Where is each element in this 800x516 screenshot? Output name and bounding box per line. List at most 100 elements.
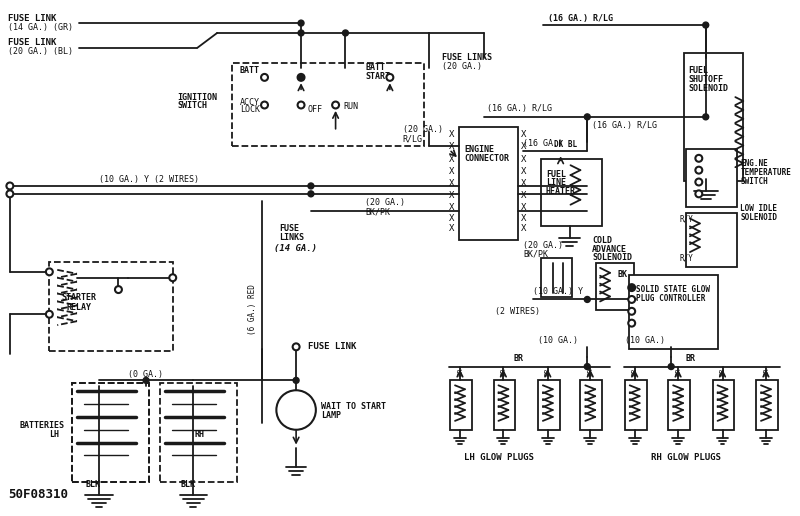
Text: LINKS: LINKS bbox=[279, 233, 304, 242]
Text: LOCK: LOCK bbox=[240, 105, 260, 115]
Text: X: X bbox=[521, 191, 526, 200]
Circle shape bbox=[628, 296, 635, 303]
Text: FUSE LINK: FUSE LINK bbox=[8, 38, 56, 47]
Bar bbox=[541, 159, 602, 227]
Text: RELAY: RELAY bbox=[66, 303, 91, 312]
Text: BLK: BLK bbox=[181, 479, 196, 489]
Text: LH: LH bbox=[50, 430, 59, 439]
Bar bbox=[625, 380, 646, 430]
Text: BR: BR bbox=[719, 367, 726, 376]
Text: SWITCH: SWITCH bbox=[178, 102, 208, 110]
Text: (10 GA.) Y (2 WIRES): (10 GA.) Y (2 WIRES) bbox=[98, 174, 198, 184]
Text: LINE: LINE bbox=[546, 179, 566, 187]
Circle shape bbox=[386, 74, 394, 81]
Circle shape bbox=[115, 286, 122, 293]
Text: (20 GA.) (BL): (20 GA.) (BL) bbox=[8, 47, 73, 56]
Text: R/Y: R/Y bbox=[679, 253, 693, 263]
Text: DK BL: DK BL bbox=[554, 140, 577, 149]
Bar bbox=[668, 380, 690, 430]
Text: BR: BR bbox=[587, 367, 594, 376]
Circle shape bbox=[6, 183, 14, 189]
Circle shape bbox=[298, 74, 305, 81]
Bar bbox=[596, 263, 634, 310]
Circle shape bbox=[702, 114, 709, 120]
Text: BK/PK: BK/PK bbox=[523, 250, 548, 259]
Text: (20 GA.): (20 GA.) bbox=[402, 125, 442, 134]
Text: SOLENOID: SOLENOID bbox=[592, 253, 632, 263]
Text: X: X bbox=[450, 167, 454, 175]
Circle shape bbox=[308, 183, 314, 189]
Text: (14 GA.) (GR): (14 GA.) (GR) bbox=[8, 23, 73, 31]
Circle shape bbox=[261, 102, 268, 108]
Text: SWITCH: SWITCH bbox=[740, 176, 768, 186]
Text: (6 GA.) RED: (6 GA.) RED bbox=[248, 284, 257, 335]
Text: FUEL: FUEL bbox=[688, 66, 708, 75]
Text: TEMPERATURE: TEMPERATURE bbox=[740, 168, 791, 176]
Text: LH GLOW PLUGS: LH GLOW PLUGS bbox=[463, 453, 534, 462]
Bar bbox=[541, 258, 573, 298]
Bar bbox=[494, 380, 515, 430]
Text: FUSE LINK: FUSE LINK bbox=[308, 342, 356, 351]
Text: BATT: BATT bbox=[366, 63, 386, 72]
Text: SOLID STATE GLOW: SOLID STATE GLOW bbox=[636, 285, 710, 294]
Text: WAIT TO START: WAIT TO START bbox=[321, 401, 386, 411]
Circle shape bbox=[584, 114, 590, 120]
Circle shape bbox=[332, 102, 339, 108]
Circle shape bbox=[298, 102, 305, 108]
Circle shape bbox=[629, 285, 634, 291]
Text: BK/PK: BK/PK bbox=[366, 207, 390, 216]
Text: X: X bbox=[450, 214, 454, 223]
Bar bbox=[629, 275, 718, 349]
Text: X: X bbox=[450, 155, 454, 164]
Text: RH GLOW PLUGS: RH GLOW PLUGS bbox=[651, 453, 721, 462]
Text: (14 GA.): (14 GA.) bbox=[274, 244, 318, 253]
Bar bbox=[50, 262, 173, 351]
Text: RH: RH bbox=[194, 430, 205, 439]
Circle shape bbox=[46, 311, 53, 318]
Text: X: X bbox=[450, 180, 454, 188]
Text: (20 GA.): (20 GA.) bbox=[366, 198, 406, 207]
Text: CONNECTOR: CONNECTOR bbox=[464, 154, 509, 163]
Circle shape bbox=[628, 320, 635, 327]
Circle shape bbox=[584, 364, 590, 369]
Text: SHUTOFF: SHUTOFF bbox=[688, 75, 723, 84]
Text: IGNITION: IGNITION bbox=[178, 92, 218, 102]
Text: (16 GA.) R/LG: (16 GA.) R/LG bbox=[486, 104, 552, 114]
Circle shape bbox=[668, 364, 674, 369]
Text: X: X bbox=[521, 180, 526, 188]
Circle shape bbox=[342, 30, 349, 36]
Text: R/Y: R/Y bbox=[679, 214, 693, 223]
Circle shape bbox=[143, 377, 149, 383]
Text: BATT: BATT bbox=[240, 66, 260, 75]
Text: BR: BR bbox=[457, 367, 463, 376]
Text: G: G bbox=[292, 399, 300, 413]
Text: BR: BR bbox=[763, 367, 769, 376]
Circle shape bbox=[261, 74, 268, 81]
Bar bbox=[72, 383, 149, 482]
Text: (10 GA.) Y: (10 GA.) Y bbox=[533, 287, 583, 296]
Circle shape bbox=[702, 22, 709, 28]
Bar bbox=[684, 53, 743, 181]
Text: BK: BK bbox=[618, 270, 628, 279]
Text: COLD: COLD bbox=[592, 236, 612, 245]
Text: (0 GA.): (0 GA.) bbox=[128, 370, 163, 379]
Text: ADVANCE: ADVANCE bbox=[592, 245, 627, 254]
Text: X: X bbox=[450, 130, 454, 139]
Circle shape bbox=[298, 74, 304, 80]
Text: BR: BR bbox=[675, 367, 681, 376]
Text: R/LG: R/LG bbox=[402, 134, 422, 143]
Circle shape bbox=[695, 190, 702, 197]
Circle shape bbox=[695, 179, 702, 185]
Bar bbox=[72, 383, 149, 482]
Circle shape bbox=[276, 390, 316, 430]
Bar bbox=[450, 380, 472, 430]
Text: ENG.NE: ENG.NE bbox=[740, 159, 768, 168]
Text: X: X bbox=[450, 142, 454, 151]
Text: PLUG CONTROLLER: PLUG CONTROLLER bbox=[636, 294, 705, 303]
Text: SOLENOID: SOLENOID bbox=[688, 84, 728, 93]
Text: BR: BR bbox=[501, 367, 506, 376]
Text: BR: BR bbox=[545, 367, 551, 376]
Text: (16 GA.): (16 GA.) bbox=[523, 139, 563, 148]
Text: X: X bbox=[521, 155, 526, 164]
Text: LAMP: LAMP bbox=[321, 411, 341, 421]
